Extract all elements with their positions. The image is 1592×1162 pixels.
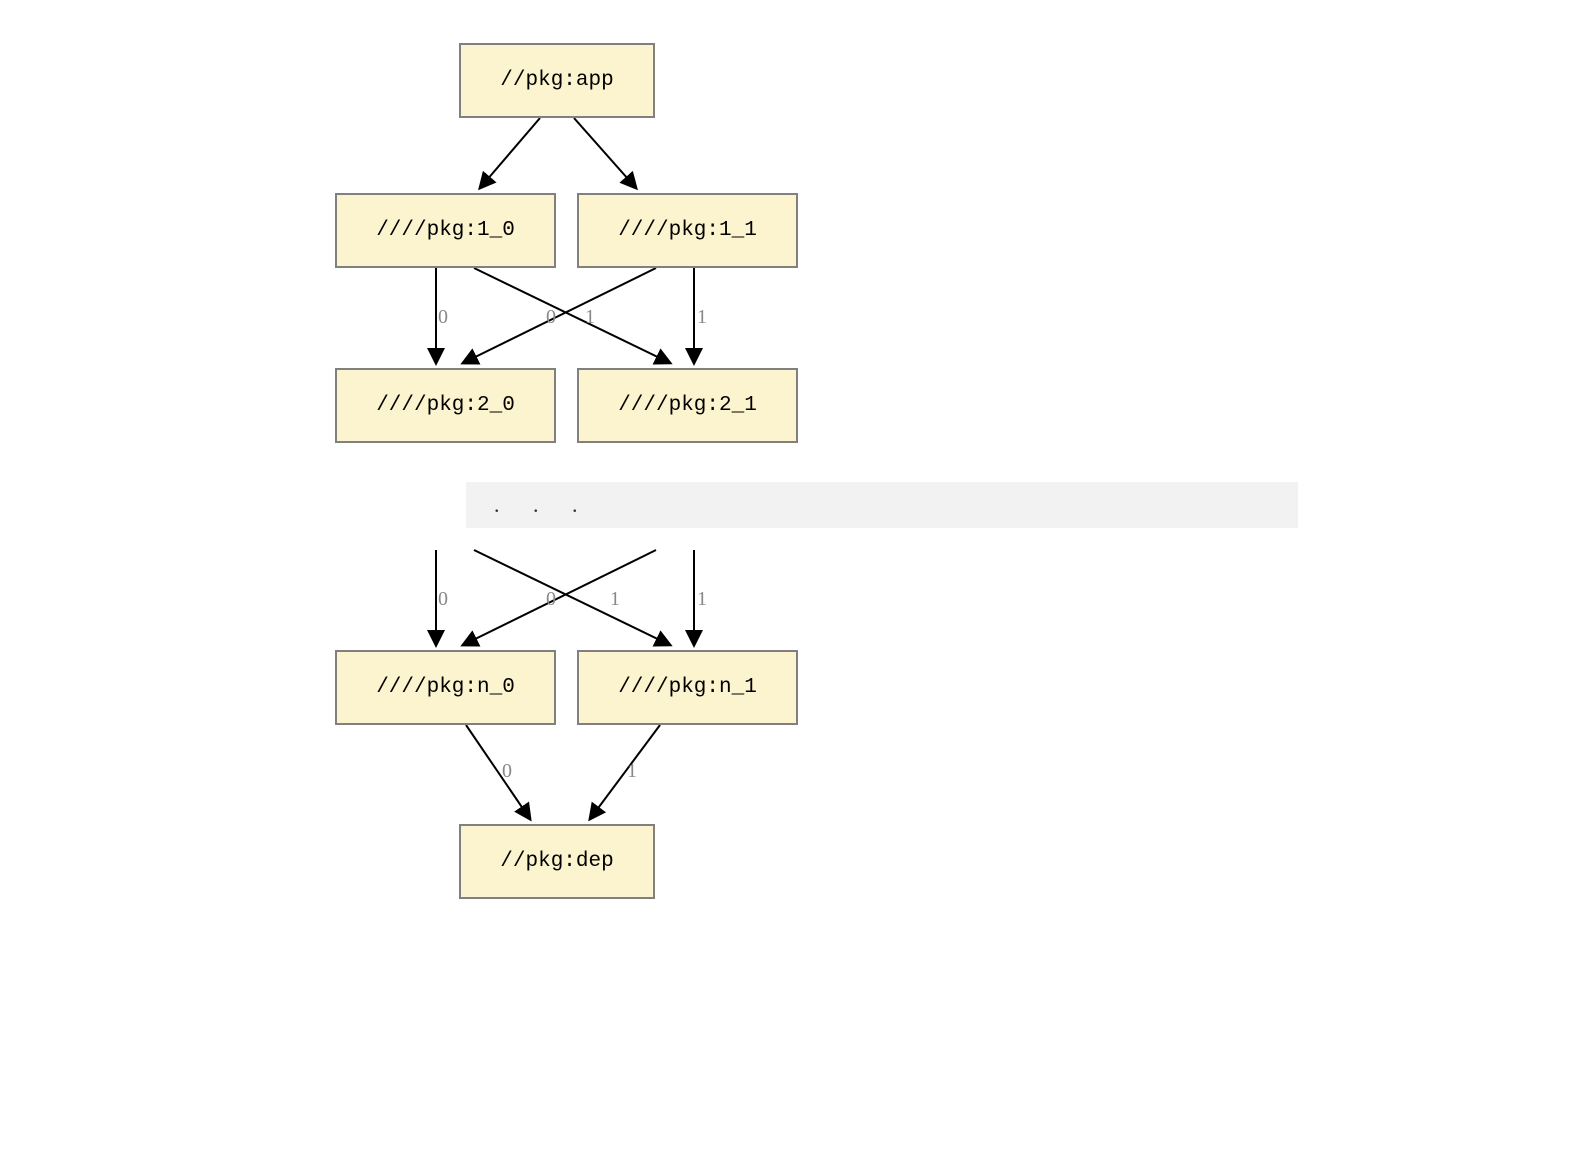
node-1-0: ////pkg:1_0 <box>335 193 556 268</box>
edge-label-n1_1-n2_0: 0 <box>546 306 556 329</box>
edge-nn_1-dep <box>590 725 660 819</box>
ellipsis-bar: . . . <box>466 482 1298 528</box>
edges-layer <box>0 0 1592 1162</box>
node-n-0: ////pkg:n_0 <box>335 650 556 725</box>
node-n-1: ////pkg:n_1 <box>577 650 798 725</box>
edge-label-vL-nn_1: 1 <box>610 588 620 611</box>
edge-app-n1_1 <box>574 118 636 188</box>
edge-vR-nn_0 <box>463 550 656 645</box>
node-dep: //pkg:dep <box>459 824 655 899</box>
node-2-1: ////pkg:2_1 <box>577 368 798 443</box>
edge-label-vR-nn_1: 1 <box>697 588 707 611</box>
edge-n1_1-n2_0 <box>463 268 656 363</box>
node-app: //pkg:app <box>459 43 655 118</box>
node-1-1: ////pkg:1_1 <box>577 193 798 268</box>
edge-label-vL-nn_0: 0 <box>438 588 448 611</box>
edge-app-n1_0 <box>480 118 540 188</box>
edge-label-n1_0-n2_0: 0 <box>438 306 448 329</box>
diagram-canvas: //pkg:app ////pkg:1_0 ////pkg:1_1 ////pk… <box>0 0 1592 1162</box>
edge-vL-nn_1 <box>474 550 670 645</box>
edge-label-vR-nn_0: 0 <box>546 588 556 611</box>
edge-label-nn_0-dep: 0 <box>502 760 512 783</box>
edge-n1_0-n2_1 <box>474 268 670 363</box>
edge-label-n1_1-n2_1: 1 <box>697 306 707 329</box>
node-2-0: ////pkg:2_0 <box>335 368 556 443</box>
edge-label-nn_1-dep: 1 <box>627 760 637 783</box>
edge-label-n1_0-n2_1: 1 <box>585 306 595 329</box>
edge-nn_0-dep <box>466 725 530 819</box>
